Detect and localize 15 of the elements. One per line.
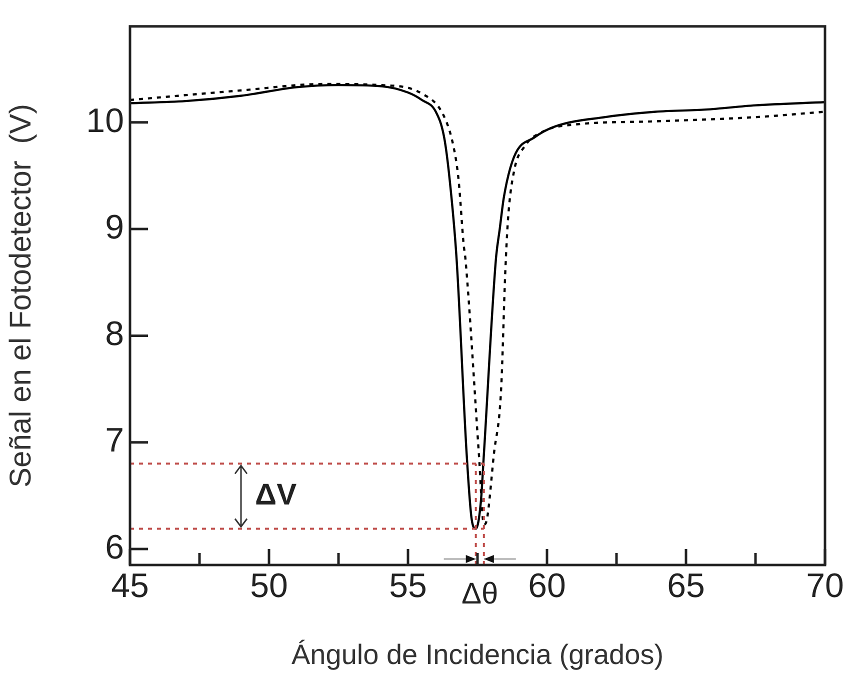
y-tick-label: 8 <box>105 315 124 354</box>
x-tick-label: 60 <box>528 566 566 605</box>
x-tick-label: 55 <box>389 566 427 605</box>
x-tick-label: 50 <box>250 566 288 605</box>
x-axis-title: Ángulo de Incidencia (grados) <box>291 638 664 670</box>
y-tick-label: 6 <box>105 528 124 566</box>
annotation: ΔV <box>255 478 297 512</box>
y-tick-label: 7 <box>105 422 124 460</box>
x-tick-label: 65 <box>667 566 705 605</box>
x-tick-label: 45 <box>111 566 149 605</box>
text: Δθ <box>461 577 498 610</box>
y-axis-title: Señal en el Fotodetector (V) <box>4 104 38 488</box>
x-tick-label: 70 <box>806 566 844 605</box>
y-tick-label: 10 <box>86 102 124 140</box>
y-tick-label: 9 <box>105 208 124 246</box>
